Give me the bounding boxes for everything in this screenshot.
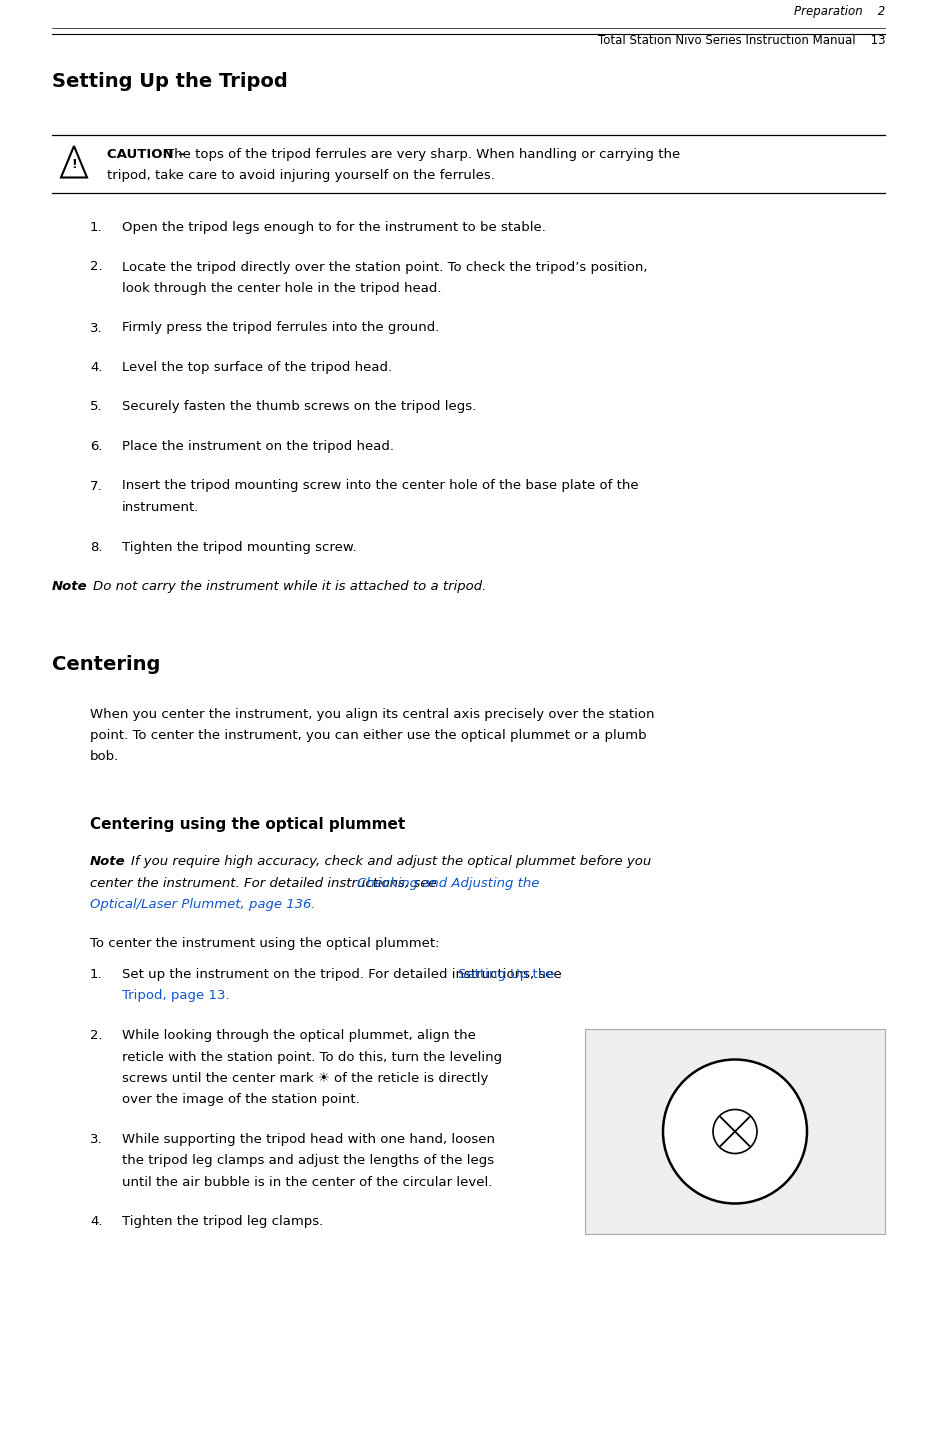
Text: Tripod, page 13.: Tripod, page 13. [122, 990, 230, 1002]
Text: 4.: 4. [90, 361, 102, 374]
Text: look through the center hole in the tripod head.: look through the center hole in the trip… [122, 282, 442, 295]
Text: 7.: 7. [90, 480, 102, 493]
Text: tripod, take care to avoid injuring yourself on the ferrules.: tripod, take care to avoid injuring your… [107, 169, 495, 182]
Text: Centering: Centering [52, 656, 160, 674]
Text: Note: Note [90, 855, 126, 868]
Text: Optical/Laser Plummet, page 136.: Optical/Laser Plummet, page 136. [90, 898, 315, 911]
Text: Level the top surface of the tripod head.: Level the top surface of the tripod head… [122, 361, 392, 374]
Text: While looking through the optical plummet, align the: While looking through the optical plumme… [122, 1030, 476, 1042]
Text: To center the instrument using the optical plummet:: To center the instrument using the optic… [90, 938, 440, 951]
Text: point. To center the instrument, you can either use the optical plummet or a plu: point. To center the instrument, you can… [90, 729, 646, 742]
Text: CAUTION –: CAUTION – [107, 147, 190, 160]
Text: 3.: 3. [90, 322, 102, 335]
Text: 1.: 1. [90, 968, 102, 981]
Text: 2.: 2. [90, 1030, 102, 1042]
Text: The tops of the tripod ferrules are very sharp. When handling or carrying the: The tops of the tripod ferrules are very… [166, 147, 680, 160]
Text: Centering using the optical plummet: Centering using the optical plummet [90, 818, 405, 832]
Text: Do not carry the instrument while it is attached to a tripod.: Do not carry the instrument while it is … [93, 580, 486, 593]
Text: Insert the tripod mounting screw into the center hole of the base plate of the: Insert the tripod mounting screw into th… [122, 480, 639, 493]
Text: Securely fasten the thumb screws on the tripod legs.: Securely fasten the thumb screws on the … [122, 401, 476, 414]
Text: reticle with the station point. To do this, turn the leveling: reticle with the station point. To do th… [122, 1051, 502, 1064]
Text: screws until the center mark ☀ of the reticle is directly: screws until the center mark ☀ of the re… [122, 1073, 488, 1085]
Text: over the image of the station point.: over the image of the station point. [122, 1094, 360, 1107]
Circle shape [663, 1060, 807, 1203]
Text: !: ! [71, 159, 77, 172]
FancyBboxPatch shape [585, 1030, 885, 1234]
Text: 2.: 2. [90, 261, 102, 274]
Text: instrument.: instrument. [122, 501, 199, 514]
Text: Tighten the tripod leg clamps.: Tighten the tripod leg clamps. [122, 1216, 324, 1229]
Text: until the air bubble is in the center of the circular level.: until the air bubble is in the center of… [122, 1176, 492, 1189]
Text: 5.: 5. [90, 401, 102, 414]
Text: bob.: bob. [90, 750, 119, 763]
Text: Setting Up the Tripod: Setting Up the Tripod [52, 72, 287, 92]
Text: 8.: 8. [90, 540, 102, 554]
Text: –: – [75, 580, 91, 593]
Text: –: – [113, 855, 128, 868]
Text: the tripod leg clamps and adjust the lengths of the legs: the tripod leg clamps and adjust the len… [122, 1154, 494, 1167]
Text: 6.: 6. [90, 440, 102, 453]
Text: Set up the instrument on the tripod. For detailed instructions, see: Set up the instrument on the tripod. For… [122, 968, 566, 981]
Text: If you require high accuracy, check and adjust the optical plummet before you: If you require high accuracy, check and … [131, 855, 652, 868]
Text: 1.: 1. [90, 221, 102, 233]
Text: Note: Note [52, 580, 87, 593]
Text: Firmly press the tripod ferrules into the ground.: Firmly press the tripod ferrules into th… [122, 322, 439, 335]
Text: Place the instrument on the tripod head.: Place the instrument on the tripod head. [122, 440, 394, 453]
Text: When you center the instrument, you align its central axis precisely over the st: When you center the instrument, you alig… [90, 707, 655, 720]
Text: Open the tripod legs enough to for the instrument to be stable.: Open the tripod legs enough to for the i… [122, 221, 546, 233]
Text: Setting Up the: Setting Up the [458, 968, 554, 981]
Text: Checking and Adjusting the: Checking and Adjusting the [357, 876, 539, 889]
Text: 4.: 4. [90, 1216, 102, 1229]
Text: Tighten the tripod mounting screw.: Tighten the tripod mounting screw. [122, 540, 356, 554]
Text: 3.: 3. [90, 1133, 102, 1146]
Text: center the instrument. For detailed instructions, see: center the instrument. For detailed inst… [90, 876, 441, 889]
Text: Locate the tripod directly over the station point. To check the tripod’s positio: Locate the tripod directly over the stat… [122, 261, 647, 274]
Text: Total Station Nivo Series Instruction Manual    13: Total Station Nivo Series Instruction Ma… [597, 34, 885, 47]
Text: While supporting the tripod head with one hand, loosen: While supporting the tripod head with on… [122, 1133, 495, 1146]
Text: Preparation    2: Preparation 2 [793, 4, 885, 19]
